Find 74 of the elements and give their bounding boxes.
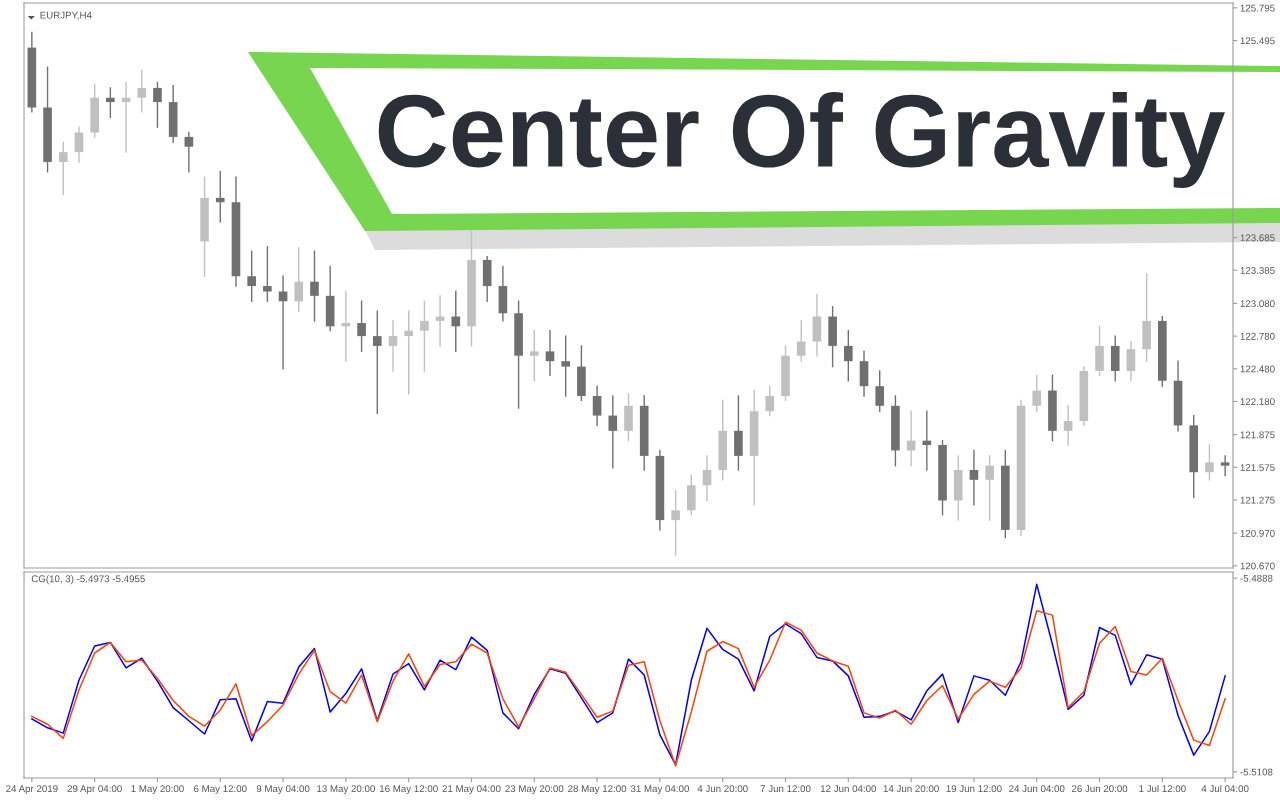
candlestick bbox=[420, 300, 429, 372]
candlestick bbox=[247, 250, 256, 302]
y-tick-label: -5.5108 bbox=[1240, 768, 1273, 776]
x-tick-label: 1 Jul 12:00 bbox=[1139, 784, 1186, 793]
candlestick bbox=[608, 395, 618, 469]
candlestick bbox=[796, 320, 806, 362]
candlestick bbox=[388, 320, 398, 372]
candlestick bbox=[263, 246, 272, 302]
candlestick bbox=[875, 370, 885, 412]
y-tick-label: 121.875 bbox=[1240, 431, 1275, 439]
candlestick bbox=[153, 81, 162, 128]
x-tick-label: 12 Jun 04:00 bbox=[820, 785, 877, 793]
x-tick-label: 19 Jun 12:00 bbox=[946, 785, 1002, 793]
candlestick bbox=[137, 69, 147, 113]
candlestick bbox=[215, 171, 225, 223]
annotation: CG(10, 3) -5.4973 -5.4955 bbox=[31, 575, 145, 585]
x-tick-label: 23 May 20:00 bbox=[505, 785, 564, 795]
text: Center Of Gravity bbox=[378, 92, 1225, 188]
candlestick bbox=[844, 329, 853, 382]
candlestick bbox=[969, 449, 979, 506]
candlestick bbox=[372, 310, 382, 415]
candlestick bbox=[404, 310, 413, 395]
candlestick bbox=[294, 247, 304, 312]
candlestick bbox=[592, 385, 602, 427]
candlestick bbox=[545, 329, 555, 377]
x-tick-label: 24 Apr 2019 bbox=[6, 785, 58, 795]
y-tick-label: 123.685 bbox=[1240, 234, 1275, 242]
y-tick-label: 120.670 bbox=[1240, 562, 1275, 570]
candlestick bbox=[1220, 455, 1230, 477]
y-tick-label: 120.970 bbox=[1240, 529, 1275, 537]
candlestick bbox=[106, 87, 115, 119]
y-tick-label: 123.385 bbox=[1240, 266, 1275, 274]
y-tick-label: 122.780 bbox=[1240, 332, 1275, 340]
x-tick-label: 21 May 04:00 bbox=[442, 785, 501, 795]
x-tick-label: 4 Jul 04:00 bbox=[1201, 784, 1249, 793]
annotation: EURJPY,H4 bbox=[40, 11, 92, 20]
x-tick-label: 6 May 12:00 bbox=[194, 785, 247, 795]
y-tick-label: 122.180 bbox=[1240, 398, 1275, 406]
x-tick-label: 14 Jun 20:00 bbox=[883, 785, 939, 793]
y-tick-label: 125.795 bbox=[1240, 4, 1275, 12]
candlestick bbox=[1032, 374, 1042, 412]
candlestick bbox=[184, 131, 194, 173]
candlestick bbox=[561, 335, 571, 397]
y-tick-label: 125.495 bbox=[1240, 37, 1275, 45]
candlestick bbox=[985, 455, 994, 521]
x-tick-label: 26 Jun 20:00 bbox=[1071, 785, 1128, 793]
candlestick bbox=[671, 490, 680, 556]
y-tick-label: 122.480 bbox=[1240, 365, 1275, 373]
candlestick bbox=[58, 141, 68, 196]
candlestick bbox=[765, 385, 775, 417]
candlestick bbox=[1126, 340, 1136, 382]
candlestick bbox=[702, 455, 712, 502]
candlestick bbox=[1063, 405, 1073, 446]
x-tick-label: 13 May 20:00 bbox=[317, 785, 375, 795]
x-tick-label: 28 May 12:00 bbox=[568, 785, 627, 795]
y-tick-label: 121.575 bbox=[1240, 464, 1275, 471]
x-tick-label: 4 Jun 20:00 bbox=[697, 785, 748, 793]
x-tick-label: 1 May 20:00 bbox=[131, 785, 184, 795]
y-tick-label: -5.4888 bbox=[1240, 574, 1273, 582]
x-tick-label: 7 Jun 12:00 bbox=[760, 785, 811, 793]
candlestick bbox=[1205, 444, 1214, 481]
x-tick-label: 31 May 04:00 bbox=[630, 785, 689, 795]
candlestick bbox=[529, 329, 539, 382]
candlestick bbox=[278, 275, 288, 370]
x-tick-label: 24 Jun 04:00 bbox=[1009, 785, 1065, 793]
x-tick-label: 16 May 12:00 bbox=[379, 785, 438, 795]
candlestick bbox=[74, 126, 84, 163]
candlestick bbox=[310, 250, 319, 322]
x-tick-label: 29 Apr 04:00 bbox=[67, 785, 122, 795]
candlestick bbox=[357, 300, 366, 353]
y-tick-label: 121.275 bbox=[1240, 496, 1275, 504]
x-tick-label: 9 May 04:00 bbox=[256, 785, 310, 795]
candlestick bbox=[451, 290, 461, 353]
y-tick-label: 123.080 bbox=[1240, 300, 1275, 308]
